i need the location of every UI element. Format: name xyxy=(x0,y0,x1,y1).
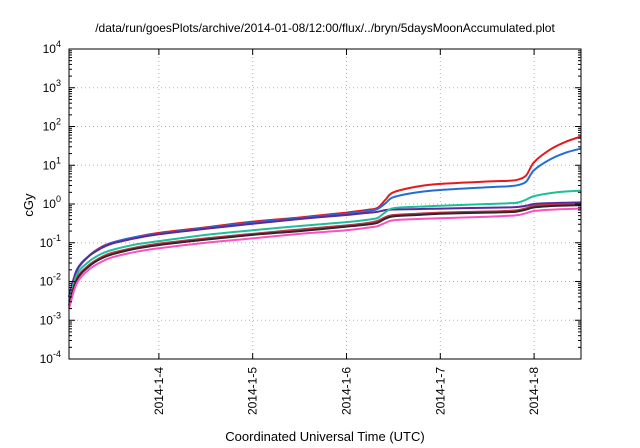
series-line-5 xyxy=(68,203,582,306)
y-tick-label: 10-4 xyxy=(40,349,61,366)
y-tick-label: 10-3 xyxy=(40,310,61,327)
y-axis: 10-4 10-3 10-2 10-1 100 101 102 103 104 xyxy=(40,39,581,366)
series-layer xyxy=(68,135,582,309)
series-line-7 xyxy=(68,207,582,309)
y-tick-label: 101 xyxy=(43,155,61,172)
x-axis-label: Coordinated Universal Time (UTC) xyxy=(225,429,424,444)
series-line-4 xyxy=(68,189,582,303)
y-tick-label: 103 xyxy=(43,78,61,95)
chart-title: /data/run/goesPlots/archive/2014-01-08/1… xyxy=(95,21,555,35)
grid xyxy=(69,49,581,359)
x-tick-label: 2014-1-8 xyxy=(527,367,541,415)
y-tick-label: 10-2 xyxy=(40,272,61,289)
y-tick-label: 10-1 xyxy=(40,233,61,250)
series-line-3 xyxy=(68,201,582,298)
y-tick-label: 100 xyxy=(43,194,61,211)
x-tick-label: 2014-1-5 xyxy=(246,367,260,415)
x-axis: 2014-1-4 2014-1-5 2014-1-6 2014-1-7 2014-1-8 xyxy=(152,49,541,415)
x-tick-label: 2014-1-7 xyxy=(433,367,447,415)
y-tick-label: 102 xyxy=(43,117,61,134)
x-tick-label: 2014-1-6 xyxy=(339,367,353,415)
series-line-6 xyxy=(68,204,582,306)
y-axis-label: cGy xyxy=(21,193,36,217)
series-line-2 xyxy=(68,147,582,298)
x-tick-label: 2014-1-4 xyxy=(152,367,166,415)
y-tick-label: 104 xyxy=(43,39,61,56)
